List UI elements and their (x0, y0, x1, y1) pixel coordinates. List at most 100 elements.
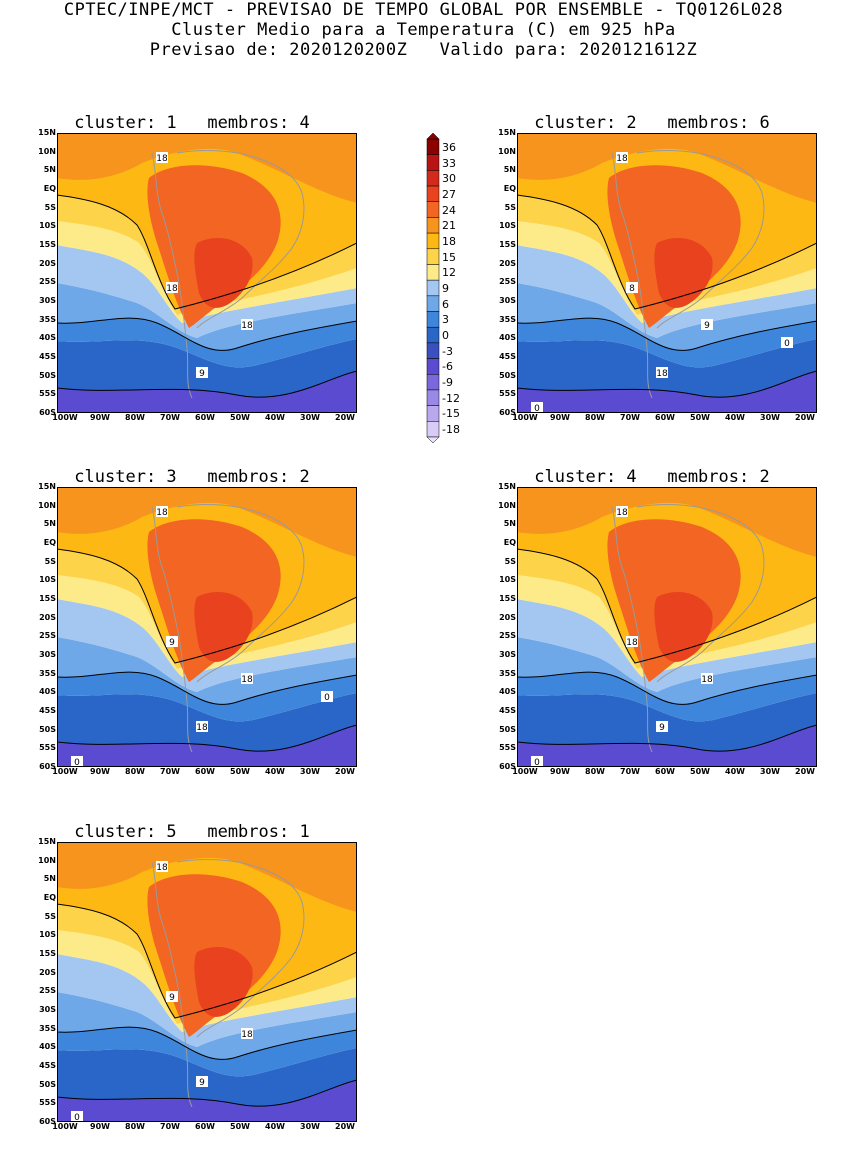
temperature-map: 1891818900 (57, 487, 357, 767)
lat-tick-label: 55S (39, 1098, 56, 1108)
lat-tick-label: 15N (38, 128, 56, 137)
contour-label: 9 (196, 1076, 208, 1088)
colorbar-label: 33 (442, 156, 456, 170)
contour-line (57, 317, 357, 351)
lat-tick-label: 40S (499, 687, 516, 697)
colorbar-label: 21 (442, 219, 456, 233)
lat-tick-label: 30S (39, 296, 56, 306)
lat-tick-label: 25S (39, 277, 56, 287)
lat-tick-label: 45S (499, 352, 516, 362)
lon-tick-label: 50W (230, 767, 250, 776)
lat-tick-label: 10N (38, 146, 56, 156)
lat-tick-label: 45S (39, 1061, 56, 1071)
map-svg: 18918900 (57, 842, 357, 1122)
colorbar-label: 24 (442, 203, 456, 217)
lat-tick-label: 15S (499, 240, 516, 250)
lon-tick-label: 70W (160, 767, 180, 776)
temperature-band (57, 487, 357, 557)
lon-tick-label: 20W (335, 767, 355, 776)
lat-tick-label: 55S (39, 389, 56, 399)
colorbar-label: -12 (442, 391, 460, 405)
svg-text:8: 8 (629, 284, 635, 294)
lon-tick-label: 60W (655, 413, 675, 422)
coastline (611, 504, 765, 753)
contour-label: 18 (241, 673, 253, 685)
lat-tick-label: 60S (499, 408, 516, 418)
temperature-band (517, 318, 817, 368)
temperature-band (57, 992, 357, 1060)
map-panel-cluster-1: cluster: 1 membros: 41818189015N10N5NEQ5… (27, 113, 357, 430)
lat-tick-label: 5S (44, 911, 56, 921)
temperature-band (57, 954, 357, 1047)
lon-tick-label: 60W (195, 413, 215, 422)
panel-title: cluster: 3 membros: 2 (74, 467, 310, 487)
temperature-band (654, 592, 713, 662)
colorbar-label: -3 (442, 344, 453, 358)
map-panel-cluster-4: cluster: 4 membros: 218181890015N10N5NEQ… (487, 467, 817, 784)
lon-tick-label: 50W (230, 1122, 250, 1131)
contour-label: 9 (166, 991, 178, 1003)
lon-tick-label: 90W (90, 767, 110, 776)
coastline (151, 150, 305, 399)
temperature-band (517, 221, 817, 323)
lon-tick-label: 20W (795, 413, 815, 422)
colorbar-bottom-arrow (426, 436, 440, 444)
contour-label: 18 (156, 506, 168, 518)
lat-tick-label: 20S (39, 258, 56, 268)
lat-tick-label: EQ (43, 893, 56, 902)
coastline (151, 859, 305, 1108)
contour-line (57, 548, 357, 664)
contour-label: 9 (656, 721, 668, 733)
colorbar-label: -18 (442, 423, 460, 437)
lat-tick-label: 60S (39, 762, 56, 772)
temperature-band (57, 1080, 357, 1122)
contour-line (57, 1079, 357, 1107)
lat-tick-label: 55S (499, 743, 516, 753)
contour-label: 0 (321, 691, 333, 703)
contour-line (517, 194, 817, 310)
lat-tick-label: 40S (39, 687, 56, 697)
lat-tick-label: 25S (499, 631, 516, 641)
svg-text:9: 9 (704, 321, 710, 331)
colorbar-label: 9 (442, 282, 449, 295)
temperature-band (57, 133, 357, 203)
lat-tick-label: 35S (499, 314, 516, 324)
lat-tick-label: 10S (39, 575, 56, 585)
lat-tick-label: 35S (39, 314, 56, 324)
lat-tick-label: 10S (39, 930, 56, 940)
temperature-band (57, 842, 357, 912)
temperature-band (57, 371, 357, 413)
lat-tick-label: 45S (499, 706, 516, 716)
colorbar-swatch (426, 248, 440, 265)
lat-tick-label: 10N (498, 500, 516, 510)
contour-line (517, 317, 817, 351)
contour-label: 18 (626, 636, 638, 648)
svg-text:18: 18 (156, 863, 168, 873)
lat-tick-label: 15N (498, 482, 516, 491)
lon-tick-label: 40W (265, 767, 285, 776)
contour-label: 18 (196, 721, 208, 733)
lat-tick-label: 15S (39, 949, 56, 959)
temperature-band (57, 575, 357, 677)
svg-text:18: 18 (616, 508, 628, 518)
lat-tick-label: 45S (39, 706, 56, 716)
temperature-band (57, 930, 357, 1032)
contour-label: 18 (616, 152, 628, 164)
lat-tick-label: 5S (44, 202, 56, 212)
lon-tick-label: 40W (265, 413, 285, 422)
lon-tick-label: 30W (760, 767, 780, 776)
map-panel-cluster-3: cluster: 3 membros: 2189181890015N10N5NE… (27, 467, 357, 784)
contour-label: 18 (241, 1028, 253, 1040)
lon-tick-label: 80W (125, 767, 145, 776)
colorbar-swatch (426, 217, 440, 234)
lon-tick-label: 100W (52, 413, 78, 422)
svg-text:18: 18 (616, 154, 628, 164)
contour-line (57, 370, 357, 398)
temperature-band (57, 245, 357, 338)
svg-text:9: 9 (199, 1078, 205, 1088)
lat-tick-label: 10N (498, 146, 516, 156)
lat-tick-label: 40S (39, 333, 56, 343)
colorbar-swatch (426, 201, 440, 218)
panel-title: cluster: 2 membros: 6 (534, 113, 770, 133)
contour-label: 18 (241, 319, 253, 331)
